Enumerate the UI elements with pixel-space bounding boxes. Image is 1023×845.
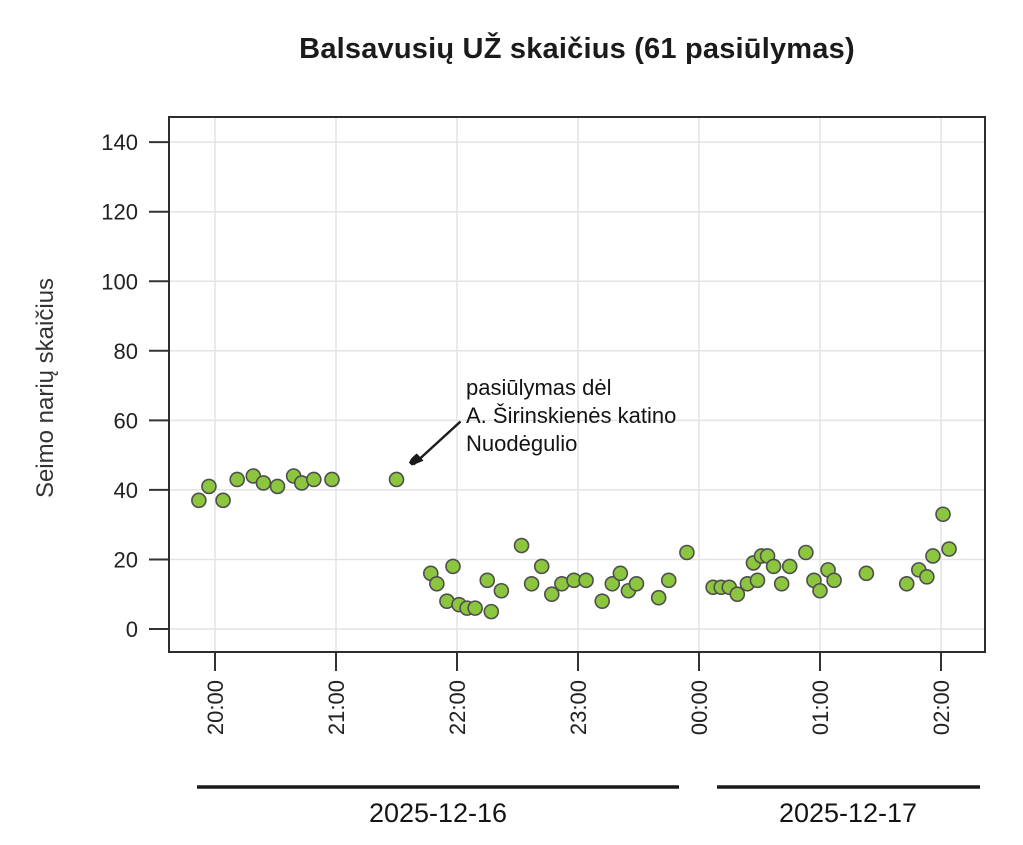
data-point [812, 582, 828, 599]
data-point [543, 586, 560, 603]
annotation-arrow [414, 420, 462, 464]
data-point [306, 471, 322, 488]
data-point [523, 575, 540, 592]
y-tick-label: 140 [101, 130, 138, 155]
data-point [445, 558, 461, 575]
date-label-2025-12-16: 2025-12-16 [368, 798, 508, 828]
y-tick-label: 120 [101, 200, 138, 225]
annotation-line-1: pasiūlymas dėl [466, 375, 612, 400]
plot-border [168, 116, 986, 653]
data-point [858, 565, 875, 582]
y-tick-label: 80 [114, 339, 138, 364]
chart-title: Balsavusių UŽ skaičius (61 pasiūlymas) [299, 33, 855, 65]
x-tick-label: 01:00 [808, 680, 833, 735]
data-point [612, 565, 629, 582]
data-point [191, 492, 207, 509]
data-point [513, 537, 530, 554]
data-point [533, 558, 550, 575]
y-tick-label: 40 [114, 478, 138, 503]
x-tick-label: 02:00 [929, 680, 954, 735]
x-tick-label: 00:00 [687, 680, 712, 735]
annotation-line-3: Nuodėgulio [466, 431, 578, 456]
data-point [429, 575, 445, 592]
data-point [798, 544, 814, 561]
date-label-2025-12-17: 2025-12-17 [778, 798, 918, 828]
y-tick-label: 60 [114, 408, 138, 433]
x-tick-label: 22:00 [445, 680, 470, 735]
data-point [229, 471, 245, 488]
data-point [925, 548, 941, 564]
annotation-line-2: A. Širinskienės katino [466, 403, 677, 428]
data-point [773, 575, 790, 592]
x-tick-label: 21:00 [324, 680, 349, 735]
data-point [255, 475, 272, 491]
y-tick-label: 100 [101, 269, 138, 294]
data-point [941, 541, 957, 557]
data-point [215, 492, 231, 509]
data-point [269, 478, 286, 495]
data-point [679, 544, 695, 561]
data-point [729, 586, 746, 603]
data-point [898, 575, 915, 592]
data-point [578, 572, 594, 589]
annotation-text: pasiūlymas dėl A. Širinskienės katino Nu… [466, 374, 676, 458]
data-point [826, 572, 842, 589]
data-point [479, 572, 496, 589]
data-point [749, 572, 766, 589]
data-point [604, 575, 621, 592]
data-point [388, 471, 405, 488]
data-point [483, 603, 500, 620]
data-point [765, 558, 782, 575]
y-tick-label: 0 [126, 617, 138, 642]
data-point [781, 558, 798, 575]
data-point [324, 471, 340, 488]
data-point [594, 593, 611, 609]
data-point [201, 478, 217, 495]
data-point [919, 569, 935, 585]
data-point [660, 572, 677, 589]
x-tick-label: 23:00 [566, 680, 591, 735]
x-tick-label: 20:00 [203, 680, 228, 735]
data-point [493, 582, 510, 599]
data-point [467, 600, 483, 616]
data-point [935, 506, 951, 523]
y-tick-label: 20 [114, 547, 138, 572]
data-point [650, 589, 667, 606]
data-point [628, 575, 645, 592]
